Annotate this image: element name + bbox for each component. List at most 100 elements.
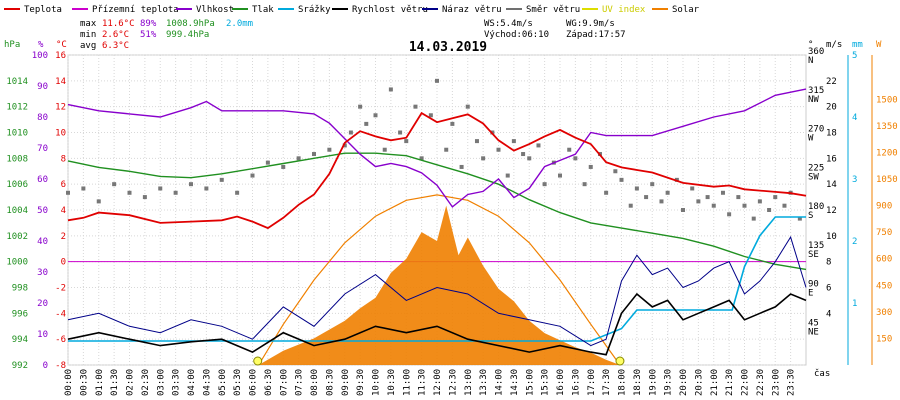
wind-dir-point — [281, 164, 286, 169]
tick-label-compass: NW — [808, 95, 819, 105]
tick-label-direction: 360 — [808, 47, 824, 57]
tick-label-w: 1350 — [876, 122, 898, 132]
tick-label-compass: E — [808, 289, 813, 299]
wind-dir-point — [296, 156, 301, 161]
wind-dir-point — [665, 190, 670, 195]
wind-dir-point — [681, 208, 685, 212]
tick-label-mm: 5 — [852, 51, 857, 61]
wind-dir-point — [705, 195, 710, 200]
unit-hpa: hPa — [4, 40, 20, 50]
tick-label-hpa: 998 — [12, 284, 28, 294]
wind-dir-point — [720, 190, 725, 195]
x-tick-label: 14:00 — [495, 369, 505, 396]
tick-label-mm: 1 — [852, 299, 857, 309]
series-pressure — [67, 152, 807, 271]
wind-dir-point — [158, 186, 163, 191]
tick-label-w: 300 — [876, 308, 892, 318]
tick-label-percent: 40 — [37, 237, 48, 247]
tick-label-ms: 12 — [826, 206, 837, 216]
tick-label-ms: 18 — [826, 129, 837, 139]
tick-label-hpa: 1008 — [6, 154, 28, 164]
tick-label-hpa: 1002 — [6, 232, 28, 242]
tick-label-hpa: 1012 — [6, 103, 28, 113]
x-axis-label: čas — [814, 368, 830, 379]
tick-label-celsius: 14 — [55, 77, 66, 87]
wind-dir-point — [659, 199, 664, 204]
wind-dir-point — [96, 199, 101, 204]
wind-dir-point — [173, 190, 178, 195]
tick-label-hpa: 1014 — [6, 77, 28, 87]
wind-dir-point — [81, 186, 86, 191]
unit-mm: mm — [852, 40, 863, 50]
wind-dir-point — [348, 130, 353, 135]
tick-label-direction: 315 — [808, 86, 824, 96]
tick-label-celsius: 16 — [55, 51, 66, 61]
x-tick-label: 20:00 — [679, 369, 689, 396]
wind-dir-point — [634, 186, 639, 191]
wind-dir-point — [404, 139, 409, 144]
stat-max-label: max — [80, 19, 97, 29]
tick-label-percent: 90 — [37, 82, 48, 92]
x-tick-label: 01:00 — [95, 369, 105, 396]
tick-label-ms: 8 — [826, 258, 831, 268]
tick-label-celsius: 12 — [55, 103, 66, 113]
legend-solar: Solar — [672, 5, 700, 15]
wind-dir-point — [312, 152, 316, 157]
wind-dir-point — [797, 216, 802, 221]
legend-uv-index: UV index — [602, 5, 646, 15]
x-tick-label: 17:00 — [587, 369, 597, 396]
tick-label-ms: 16 — [826, 154, 837, 164]
tick-label-percent: 0 — [43, 361, 48, 371]
legend-temperature: Teplota — [24, 5, 62, 15]
x-axis: 00:00 00:30 01:00 01:30 02:00 02:30 03:00 03:30… — [64, 369, 797, 396]
wind-dir-point — [265, 160, 270, 165]
tick-label-direction: 180 — [808, 202, 824, 212]
stat-min-hum: 51% — [140, 30, 157, 40]
wind-dir-point — [542, 182, 547, 187]
x-tick-label: 06:30 — [264, 369, 274, 396]
stat-max-rain: 2.0mm — [226, 19, 253, 29]
unit-celsius: °C — [56, 40, 67, 50]
wind-dir-point — [127, 190, 132, 195]
x-tick-label: 08:00 — [310, 369, 320, 396]
wind-dir-point — [474, 139, 479, 144]
x-tick-label: 02:00 — [126, 369, 136, 396]
wind-dir-point — [66, 190, 70, 195]
x-tick-label: 18:30 — [633, 369, 643, 396]
tick-label-w: 1200 — [876, 148, 898, 158]
chart-title: 14.03.2019 — [409, 40, 487, 55]
legend-humidity: Vlhkost — [196, 5, 234, 15]
tick-label-compass: SW — [808, 172, 819, 182]
unit-degree: ° — [808, 40, 813, 50]
x-tick-label: 03:30 — [172, 369, 182, 396]
x-tick-label: 04:30 — [202, 369, 212, 396]
tick-label-hpa: 996 — [12, 309, 28, 319]
unit-w: W — [876, 40, 882, 50]
tick-label-percent: 30 — [37, 268, 48, 278]
x-tick-label: 01:30 — [110, 369, 120, 396]
right-axes: 45NE90E135SE180S225SW270W315NW360N468101… — [808, 47, 898, 365]
wind-dir-point — [696, 199, 701, 204]
wind-dir-point — [711, 203, 716, 208]
x-tick-label: 04:00 — [187, 369, 197, 396]
tick-label-ms: 4 — [826, 309, 831, 319]
tick-label-mm: 4 — [852, 113, 857, 123]
x-tick-label: 03:00 — [156, 369, 166, 396]
wind-dir-point — [558, 173, 562, 178]
stats-block: max 11.6°C 89% 1008.9hPa 2.0mm min 2.6°C… — [80, 19, 253, 51]
tick-label-percent: 80 — [37, 113, 48, 123]
series-humidity — [67, 88, 807, 208]
wind-dir-point — [767, 208, 772, 212]
x-tick-label: 12:00 — [433, 369, 443, 396]
x-tick-label: 23:30 — [787, 369, 797, 396]
tick-label-percent: 70 — [37, 144, 48, 154]
tick-label-hpa: 1000 — [6, 258, 28, 268]
tick-label-compass: NE — [808, 327, 819, 337]
wind-dir-point — [342, 143, 347, 148]
wind-dir-point — [419, 156, 424, 161]
wind-dir-point — [604, 190, 609, 195]
tick-label-w: 750 — [876, 228, 892, 238]
x-tick-label: 13:30 — [479, 369, 489, 396]
x-tick-label: 07:30 — [295, 369, 305, 396]
x-tick-label: 11:30 — [418, 369, 428, 396]
